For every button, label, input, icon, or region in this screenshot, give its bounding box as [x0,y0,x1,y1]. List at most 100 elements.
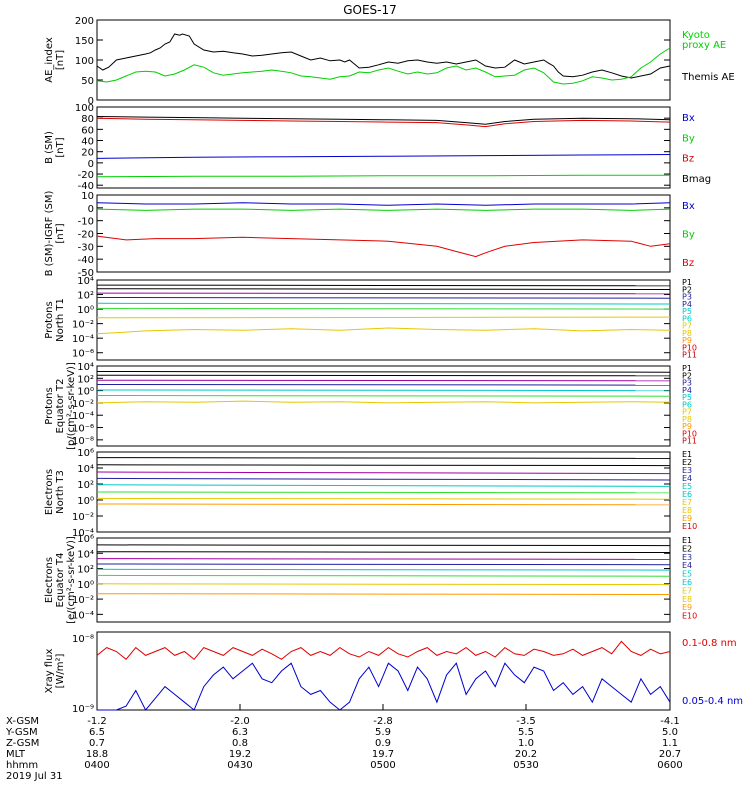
x-axis-value: 0.9 [375,738,391,749]
y-tick-label: 10⁴ [77,276,94,287]
y-tick-label: 10⁻² [72,512,94,523]
legend-item: E2 [682,458,692,467]
x-axis-value: 19.2 [229,749,251,760]
x-axis-value: 0600 [657,760,682,771]
series-line-2 [96,174,670,178]
x-axis-value: -4.1 [660,716,680,727]
x-axis-value: 0430 [227,760,252,771]
y-tick-label: 60 [81,125,94,136]
y-tick-label: 200 [75,16,94,27]
series-line-4 [96,384,671,386]
series-line-1 [96,371,671,373]
series-line-6 [96,491,671,494]
x-axis-value: -2.8 [373,716,393,727]
y-axis-label: Equator T4 [55,553,66,608]
legend-item: P7 [682,322,692,331]
panel-frame [96,19,671,101]
y-tick-label: 10⁴ [77,362,94,373]
legend-item: 0.05-0.4 nm [682,696,743,707]
x-axis-value: -2.0 [230,716,250,727]
series-line-1 [96,33,671,79]
x-axis-row-label: MLT [6,749,26,760]
y-tick-label: 10 [81,191,94,202]
panel-frame [96,365,671,447]
legend-item: E7 [682,498,692,507]
series-line-7 [96,316,671,319]
series-line-8 [96,503,671,506]
legend-item: proxy AE [682,40,726,51]
legend-item: E7 [682,586,692,595]
series-line-2 [96,374,671,377]
series-line-6 [96,395,671,397]
y-axis-label: Electrons [44,469,55,515]
series-line-6 [96,307,671,310]
legend-item: By [682,230,695,241]
series-line-4 [96,297,671,299]
legend-item: E3 [682,553,692,562]
legend-item: E5 [682,570,692,579]
y-tick-label: -50 [78,268,94,279]
y-axis-label: [nT] [55,50,66,70]
series-line-2 [97,662,671,711]
y-tick-label: 10⁰ [77,496,94,507]
y-tick-label: 80 [81,114,94,125]
y-tick-label: 40 [81,137,94,148]
legend-item: P1 [682,278,692,287]
legend-item: P6 [682,314,692,323]
x-axis-value: 20.2 [515,749,537,760]
y-tick-label: -20 [78,230,94,241]
y-tick-label: 0 [88,159,94,170]
legend-item: E5 [682,482,692,491]
x-axis-row-label: Z-GSM [6,738,39,749]
series-line-3 [96,379,671,382]
panel-8: 10⁻⁸ 10⁻⁹ Xray flux [W/m²] 0.1-0.8 nm 0.05-0.… [44,631,743,715]
series-line-3 [96,558,671,560]
y-axis-label: North T3 [55,470,66,514]
series-line-4 [96,477,671,481]
y-tick-label: 10⁻² [72,399,94,410]
legend-item: P1 [682,364,692,373]
series-line-7 [96,497,671,500]
series-line-1 [96,202,671,206]
y-tick-label: 10⁻⁹ [72,704,94,715]
series-line-1 [96,284,671,287]
series-line-2 [96,551,671,553]
y-axis-label: B (SM) [44,131,55,164]
panel-7: 10⁶ 10⁴ 10² 10⁰ 10⁻² 10⁻⁴ Electrons Equator T4[… [44,534,697,624]
panel-frame [96,194,671,273]
y-tick-label: 10² [77,480,94,491]
legend-item: P2 [682,371,692,380]
y-tick-label: -40 [78,181,94,192]
y-axis-label: [nT] [55,137,66,157]
x-axis-value: 0.7 [89,738,105,749]
y-tick-label: 10⁶ [77,534,94,545]
y-tick-label: 10² [77,291,94,302]
x-axis-row-label: 2019 Jul 31 [6,771,63,782]
x-axis-value: -1.2 [87,716,107,727]
legend-item: E9 [682,514,692,523]
y-tick-label: -10 [78,217,94,228]
y-tick-label: 0 [88,204,94,215]
x-axis-value: 1.0 [518,738,534,749]
panel-3: -50 -40 -30-20 -10 0 10 B (SM)-IGRF (SM) [nT] Bx… [44,191,695,279]
x-axis-value: 0530 [513,760,538,771]
panel-frame [96,537,671,623]
series-line-2 [96,47,671,85]
y-tick-label: 150 [75,36,94,47]
legend-item: Kyoto [682,30,710,41]
series-line-3 [96,117,671,128]
y-tick-label: 50 [81,76,94,87]
x-axis-value: 0.8 [232,738,248,749]
legend-item: P6 [682,400,692,409]
x-axis-value: 6.5 [89,727,105,738]
series-line-5 [96,389,671,392]
panel-frame [96,631,671,711]
y-axis-label: [e/(cm²-s-sr-keV)] [66,536,77,624]
series-line-1 [96,154,671,159]
y-tick-label: 10⁻⁶ [72,349,94,360]
legend-item: P9 [682,422,692,431]
legend-item: P10 [682,429,697,438]
